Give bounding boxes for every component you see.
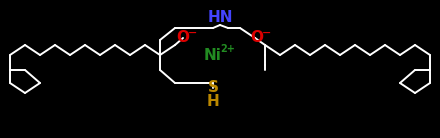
Text: H: H (207, 94, 220, 108)
Text: O: O (250, 30, 264, 46)
Text: O: O (176, 30, 190, 46)
Text: Ni: Ni (204, 47, 222, 63)
Text: S: S (208, 80, 219, 95)
Text: HN: HN (207, 10, 233, 26)
Text: −: − (188, 28, 198, 38)
Text: 2+: 2+ (220, 44, 235, 54)
Text: −: − (262, 28, 271, 38)
